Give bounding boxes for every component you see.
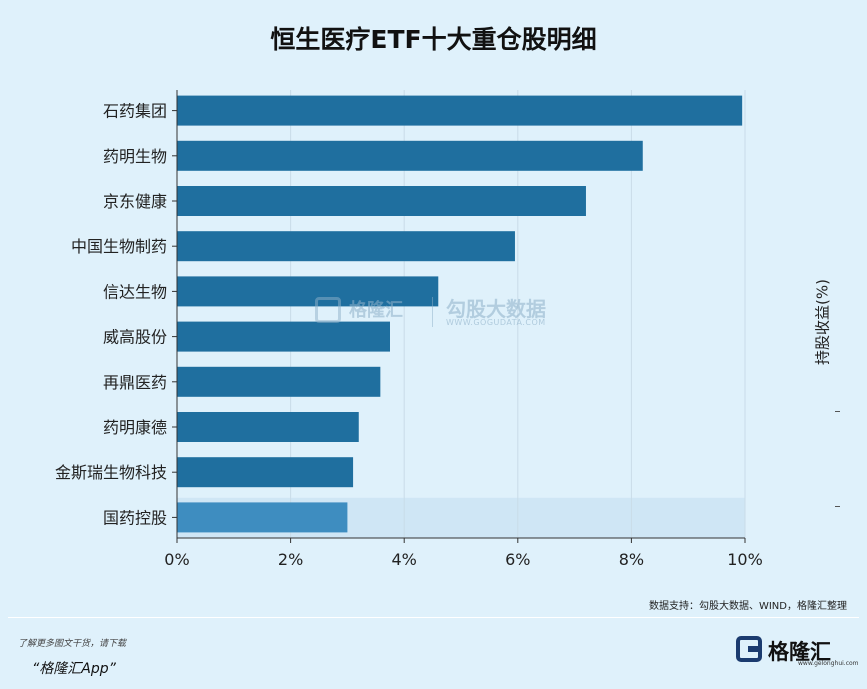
footer-brand: 格隆汇 — [768, 640, 831, 664]
footer-brand-url: www.gelonghui.com — [798, 660, 859, 667]
category-label: 再鼎医药 — [103, 373, 167, 392]
watermark-divider — [432, 297, 433, 327]
category-label: 药明康德 — [103, 418, 167, 437]
bar — [177, 276, 439, 307]
bar — [177, 140, 643, 171]
category-label: 信达生物 — [103, 282, 167, 301]
footer-note: 了解更多图文干货，请下载 — [18, 639, 127, 649]
x-tick-label: 0% — [164, 550, 189, 569]
x-tick-label: 4% — [392, 550, 417, 569]
category-label: 国药控股 — [103, 508, 167, 527]
watermark-url: WWW.GOGUDATA.COM — [446, 318, 546, 327]
category-label: 京东健康 — [103, 192, 167, 211]
bar — [177, 231, 515, 262]
side-tick-mark — [835, 411, 840, 412]
bar-chart: 石药集团药明生物京东健康中国生物制药信达生物威高股份再鼎医药药明康德金斯瑞生物科… — [55, 90, 763, 569]
chart-title: 恒生医疗ETF十大重仓股明细 — [270, 25, 597, 54]
watermark-logo-icon — [315, 297, 341, 323]
bar — [177, 457, 354, 488]
category-label: 威高股份 — [103, 328, 167, 347]
category-label: 中国生物制药 — [71, 237, 167, 256]
category-label: 药明生物 — [103, 147, 167, 166]
gelonghui-logo-icon — [736, 636, 762, 662]
category-label: 石药集团 — [103, 102, 167, 121]
data-source: 数据支持：勾股大数据、WIND，格隆汇整理 — [648, 601, 847, 612]
side-axis-label: 持股收益(%) — [813, 279, 832, 365]
watermark-brand: 格隆汇 — [349, 300, 403, 321]
bar — [177, 502, 348, 533]
x-tick-label: 2% — [278, 550, 303, 569]
x-tick-label: 10% — [727, 550, 763, 569]
bar — [177, 366, 381, 397]
category-label: 金斯瑞生物科技 — [55, 463, 167, 482]
bar — [177, 186, 586, 216]
footer-app-name: “格隆汇App” — [32, 661, 116, 677]
x-tick-label: 6% — [505, 550, 530, 569]
bar — [177, 412, 359, 442]
watermark-product: 勾股大数据 — [446, 297, 546, 321]
side-tick-mark — [835, 506, 840, 507]
bar — [177, 95, 743, 126]
divider — [8, 617, 859, 618]
bar — [177, 321, 390, 352]
x-tick-label: 8% — [619, 550, 644, 569]
